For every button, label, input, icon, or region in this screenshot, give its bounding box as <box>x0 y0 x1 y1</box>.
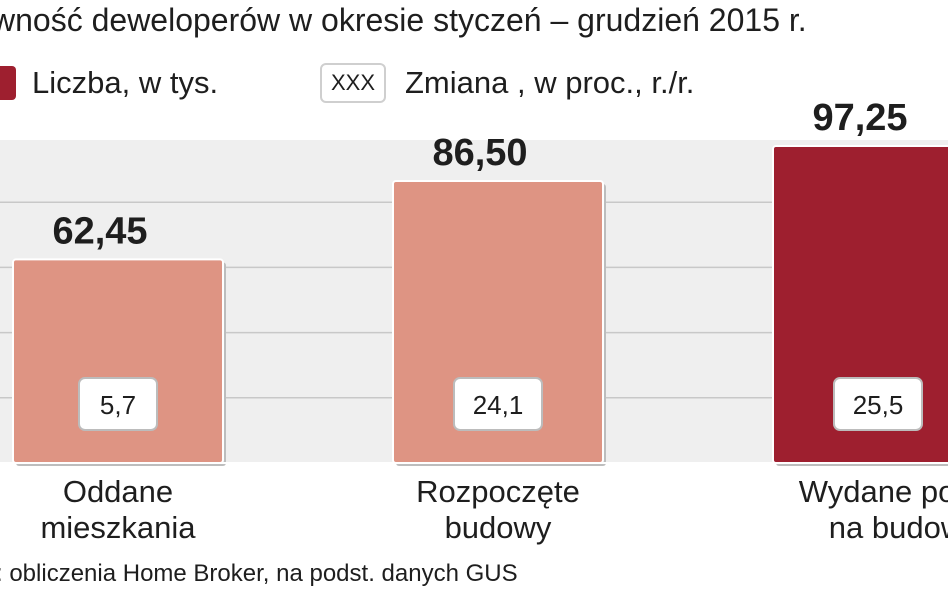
change-box <box>78 377 158 431</box>
change-box <box>453 377 543 431</box>
category-label: na budow <box>829 510 948 545</box>
value-label: 97,25 <box>812 97 907 139</box>
change-label: 5,7 <box>100 390 136 420</box>
value-label: 86,50 <box>432 132 527 174</box>
legend-label-count: Liczba, w tys. <box>32 65 219 100</box>
category-label: mieszkania <box>40 510 196 545</box>
category-label: Wydane pozw <box>799 474 948 509</box>
change-box <box>833 377 923 431</box>
legend-label-change: Zmiana , w proc., r./r. <box>405 65 695 100</box>
value-label: 62,45 <box>52 210 147 252</box>
source-note: : obliczenia Home Broker, na podst. dany… <box>0 560 518 587</box>
legend-swatch-count <box>0 66 16 100</box>
category-label: budowy <box>445 510 552 545</box>
legend: Liczba, w tys. XXX Zmiana , w proc., r./… <box>0 58 948 108</box>
chart-title: wność deweloperów w okresie styczeń – gr… <box>0 2 807 38</box>
change-label: 25,5 <box>853 390 904 420</box>
bar <box>12 258 224 464</box>
legend-box-change: XXX <box>320 63 386 103</box>
category-label: Rozpoczęte <box>416 474 580 509</box>
category-label: Oddane <box>63 474 173 509</box>
change-label: 24,1 <box>473 390 524 420</box>
